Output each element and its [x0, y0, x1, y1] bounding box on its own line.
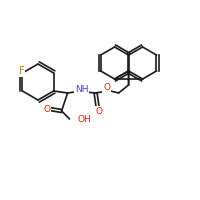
- Text: F: F: [19, 66, 24, 76]
- Text: O: O: [103, 84, 110, 92]
- Text: O: O: [95, 106, 102, 116]
- Text: O: O: [43, 104, 50, 114]
- Text: OH: OH: [78, 114, 91, 123]
- Text: NH: NH: [75, 84, 88, 94]
